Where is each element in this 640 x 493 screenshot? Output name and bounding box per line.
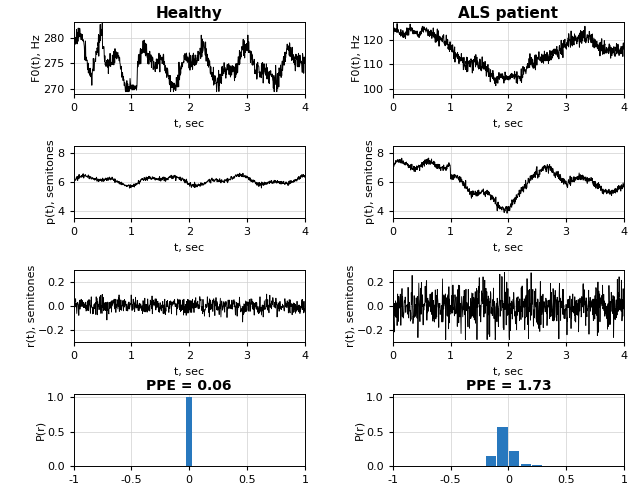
Title: PPE = 0.06: PPE = 0.06: [147, 379, 232, 393]
Y-axis label: F0(t), Hz: F0(t), Hz: [351, 35, 361, 82]
Y-axis label: r(t), semitones: r(t), semitones: [26, 265, 36, 347]
Title: PPE = 1.73: PPE = 1.73: [465, 379, 551, 393]
Y-axis label: p(t), semitones: p(t), semitones: [46, 140, 56, 224]
X-axis label: t, sec: t, sec: [493, 119, 524, 129]
Bar: [186, 397, 192, 466]
Y-axis label: p(t), semitones: p(t), semitones: [365, 140, 375, 224]
X-axis label: t, sec: t, sec: [493, 367, 524, 377]
X-axis label: t, sec: t, sec: [493, 243, 524, 253]
X-axis label: t, sec: t, sec: [174, 367, 204, 377]
Title: Healthy: Healthy: [156, 6, 223, 21]
Bar: [532, 464, 543, 466]
X-axis label: t, sec: t, sec: [174, 119, 204, 129]
Y-axis label: F0(t), Hz: F0(t), Hz: [32, 35, 42, 82]
Y-axis label: P(r): P(r): [36, 420, 45, 440]
X-axis label: t, sec: t, sec: [174, 243, 204, 253]
Y-axis label: P(r): P(r): [355, 420, 365, 440]
Title: ALS patient: ALS patient: [458, 6, 558, 21]
Bar: [486, 457, 496, 466]
Bar: [520, 464, 531, 466]
Bar: [497, 427, 508, 466]
Y-axis label: r(t), semitones: r(t), semitones: [345, 265, 355, 347]
Bar: [509, 451, 519, 466]
